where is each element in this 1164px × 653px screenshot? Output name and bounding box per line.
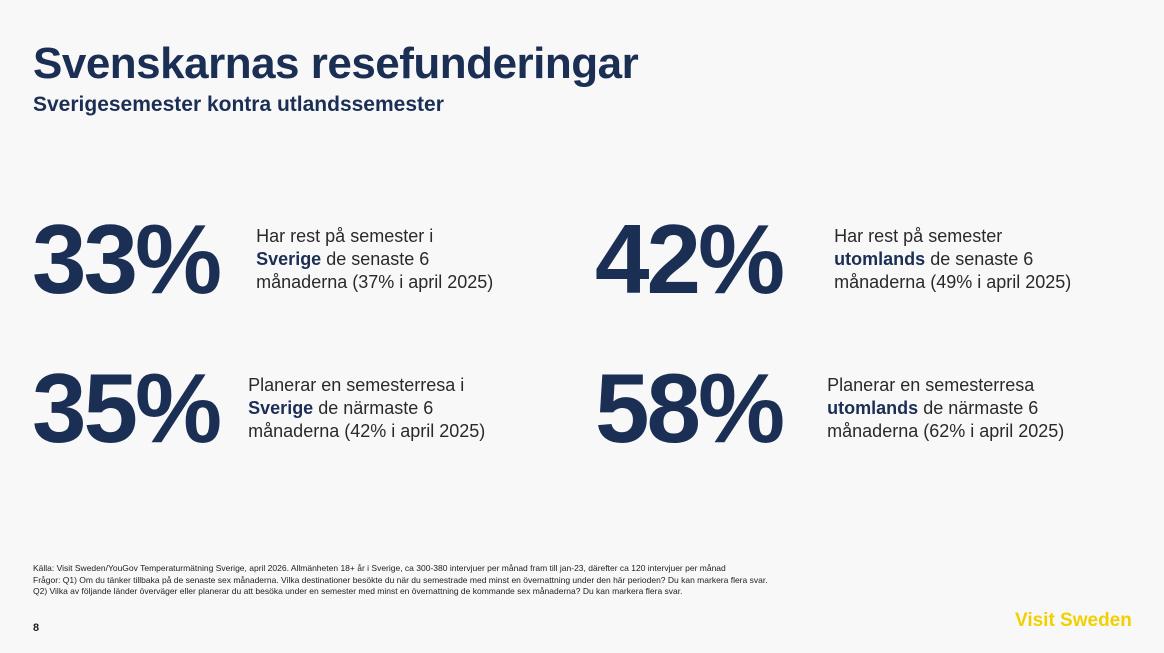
stat-block-abroad-planned: 58% Planerar en semesterresa utomlands d… — [595, 358, 1087, 458]
stat-text-after: de närmaste 6 månaderna (42% i april 202… — [248, 397, 486, 441]
stat-description: Har rest på semester utomlands de senast… — [834, 225, 1094, 294]
page-number: 8 — [33, 622, 40, 634]
stat-value: 35% — [32, 353, 222, 463]
stat-block-abroad-past: 42% Har rest på semester utomlands de se… — [595, 209, 1094, 309]
brand-logo: Visit Sweden — [1015, 610, 1132, 631]
stat-highlight: utomlands — [827, 397, 919, 418]
stat-text-after: de senaste 6 månaderna (49% i april 2025… — [834, 248, 1072, 292]
stat-text-before: Planerar en semesterresa i — [248, 374, 465, 395]
stat-block-sweden-planned: 35% Planerar en semesterresa i Sverige d… — [32, 358, 508, 458]
stat-value: 33% — [32, 204, 222, 314]
stat-text-before: Har rest på semester — [834, 225, 1003, 246]
footnote: Källa: Visit Sweden/YouGov Temperaturmät… — [33, 563, 933, 598]
stat-value: 42% — [595, 204, 785, 314]
stat-block-sweden-past: 33% Har rest på semester i Sverige de se… — [32, 209, 516, 309]
stat-text-before: Har rest på semester i — [256, 225, 434, 246]
stat-highlight: Sverige — [248, 397, 314, 418]
stat-text-after: de senaste 6 månaderna (37% i april 2025… — [256, 248, 494, 292]
page-title: Svenskarnas resefunderingar — [33, 39, 639, 88]
stat-highlight: Sverige — [256, 248, 322, 269]
page-subtitle: Sverigesemester kontra utlandssemester — [33, 93, 444, 116]
footnote-question-2: Q2) Vilka av följande länder överväger e… — [33, 586, 683, 596]
footnote-source: Källa: Visit Sweden/YouGov Temperaturmät… — [33, 563, 726, 573]
stat-highlight: utomlands — [834, 248, 926, 269]
stat-description: Planerar en semesterresa i Sverige de nä… — [248, 374, 508, 443]
stat-description: Har rest på semester i Sverige de senast… — [256, 225, 516, 294]
stat-text-after: de närmaste 6 månaderna (62% i april 202… — [827, 397, 1065, 441]
footnote-question-1: Frågor: Q1) Om du tänker tillbaka på de … — [33, 574, 768, 585]
stat-text-before: Planerar en semesterresa — [827, 374, 1035, 395]
stat-value: 58% — [595, 353, 785, 463]
stat-description: Planerar en semesterresa utomlands de nä… — [827, 374, 1087, 443]
